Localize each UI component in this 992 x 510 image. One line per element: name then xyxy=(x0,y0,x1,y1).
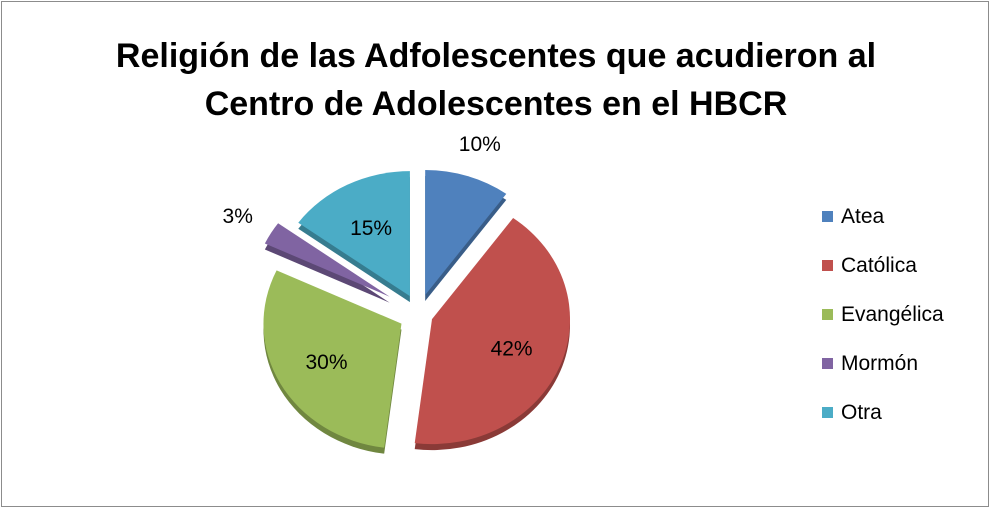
legend-label: Atea xyxy=(841,205,885,228)
legend-label: Mormón xyxy=(841,352,919,375)
legend-label: Evangélica xyxy=(841,303,944,326)
chart-title-line-2: Centro de Adolescentes en el HBCR xyxy=(204,85,788,123)
legend-label: Otra xyxy=(841,401,882,424)
legend-swatch xyxy=(822,407,833,418)
pie-slice-católica xyxy=(414,218,571,445)
data-label-otra: 15% xyxy=(350,217,392,240)
data-label-católica: 42% xyxy=(491,338,533,361)
legend-swatch xyxy=(822,309,833,320)
data-label-evangélica: 30% xyxy=(305,351,347,374)
legend-swatch xyxy=(822,260,833,271)
legend-swatch xyxy=(822,358,833,369)
pie-slice-mormón xyxy=(264,223,390,297)
pie-slice-evangélica xyxy=(263,270,402,448)
chart-title: Religión de las Adfolescentes que acudie… xyxy=(2,32,990,128)
legend-swatch xyxy=(822,211,833,222)
data-label-atea: 10% xyxy=(459,133,501,156)
data-label-mormón: 3% xyxy=(223,205,253,228)
pie-slice-otra xyxy=(298,171,410,297)
chart-title-line-1: Religión de las Adfolescentes que acudie… xyxy=(115,37,877,75)
pie-slice-atea xyxy=(425,169,507,295)
legend-label: Católica xyxy=(841,254,917,277)
